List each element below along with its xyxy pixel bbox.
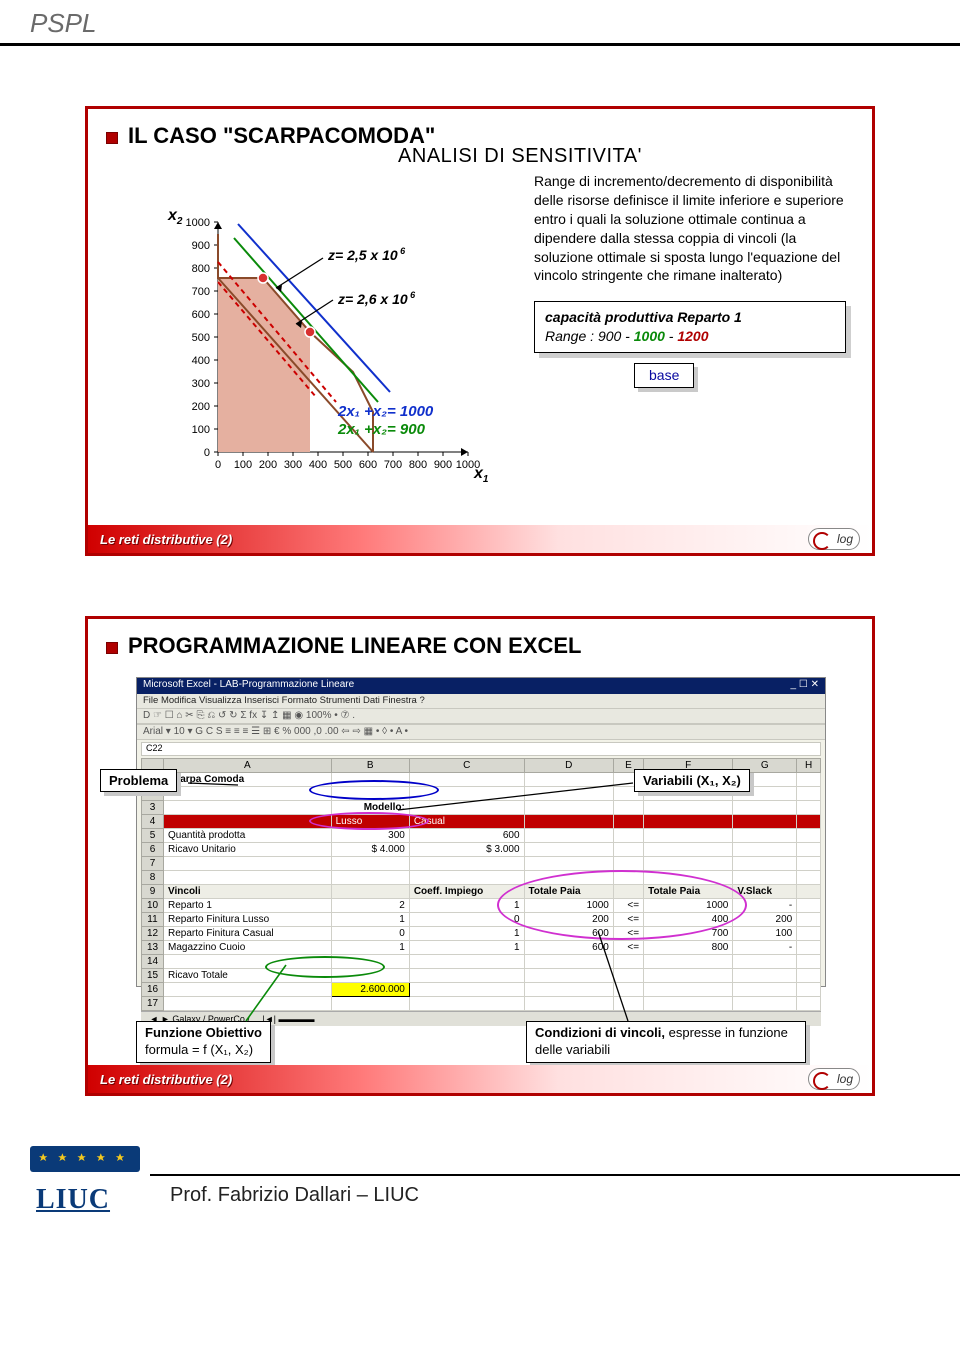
oval-model xyxy=(309,780,439,800)
slide1-title: IL CASO "SCARPACOMODA" xyxy=(128,123,435,149)
svg-text:500: 500 xyxy=(192,332,210,344)
svg-text:100: 100 xyxy=(234,459,252,471)
header-code: PSPL xyxy=(0,0,960,43)
slide2-title: PROGRAMMAZIONE LINEARE CON EXCEL xyxy=(128,633,581,659)
liuc-logo: LIUC xyxy=(30,1146,140,1216)
slide-2: PROGRAMMAZIONE LINEARE CON EXCEL Microso… xyxy=(85,616,875,1096)
oval-variables xyxy=(309,812,429,830)
professor-name: Prof. Fabrizio Dallari – LIUC xyxy=(170,1184,419,1207)
svg-text:z= 2,5 x 10 6: z= 2,5 x 10 6 xyxy=(327,246,406,263)
svg-text:600: 600 xyxy=(359,459,377,471)
callout-variabili: Variabili (X₁, X₂) xyxy=(634,769,750,792)
clog-logo: log xyxy=(808,528,860,550)
svg-text:200: 200 xyxy=(192,401,210,413)
svg-text:600: 600 xyxy=(192,309,210,321)
header-rule xyxy=(0,43,960,46)
svg-text:700: 700 xyxy=(192,286,210,298)
excel-screenshot: Microsoft Excel - LAB-Programmazione Lin… xyxy=(136,677,826,987)
svg-text:800: 800 xyxy=(409,459,427,471)
svg-text:800: 800 xyxy=(192,263,210,275)
svg-text:300: 300 xyxy=(192,378,210,390)
svg-text:z= 2,6 x 10 6: z= 2,6 x 10 6 xyxy=(337,290,416,307)
excel-menubar: File Modifica Visualizza Inserisci Forma… xyxy=(137,694,825,708)
capacity-caption: capacità produttiva Reparto 1 Range : 90… xyxy=(534,301,846,353)
callout-condizioni: Condizioni di vincoli, espresse in funzi… xyxy=(526,1021,806,1063)
svg-text:x2: x2 xyxy=(167,207,183,227)
svg-text:2x₁ +x₂= 900: 2x₁ +x₂= 900 xyxy=(337,421,426,438)
svg-text:500: 500 xyxy=(334,459,352,471)
clog-logo: log xyxy=(808,1068,860,1090)
excel-toolbar-1: D ☞ ☐ ⌂ ✂ ⎘ ⎌ ↺ ↻ Σ fx ↧ ↥ ▦ ◉ 100% • ⑦ … xyxy=(137,708,825,724)
svg-text:900: 900 xyxy=(434,459,452,471)
excel-titlebar: Microsoft Excel - LAB-Programmazione Lin… xyxy=(137,678,825,694)
svg-text:1000: 1000 xyxy=(186,217,210,229)
base-label: base xyxy=(634,363,694,388)
slide1-footer-text: Le reti distributive (2) xyxy=(100,532,232,547)
caption-range: Range : 900 - 1000 - 1200 xyxy=(545,327,835,346)
slide2-footer-text: Le reti distributive (2) xyxy=(100,1072,232,1087)
sensitivity-chart: 1000900800700600500400300200100001002003… xyxy=(138,172,518,502)
svg-text:200: 200 xyxy=(259,459,277,471)
svg-text:x1: x1 xyxy=(473,465,489,485)
svg-text:2x₁ +x₂= 1000: 2x₁ +x₂= 1000 xyxy=(337,403,434,420)
liuc-text: LIUC xyxy=(36,1184,110,1216)
footer-rule xyxy=(150,1174,960,1176)
bullet-icon xyxy=(106,642,118,654)
svg-text:0: 0 xyxy=(215,459,221,471)
excel-cellref: C22 xyxy=(141,742,821,756)
oval-ricavo xyxy=(265,956,385,978)
callout-funzione: Funzione Obiettivo formula = f (X₁, X₂) xyxy=(136,1021,271,1063)
page-footer: LIUC Prof. Fabrizio Dallari – LIUC xyxy=(0,1136,960,1236)
svg-text:400: 400 xyxy=(192,355,210,367)
caption-line1: capacità produttiva Reparto 1 xyxy=(545,308,835,327)
svg-text:300: 300 xyxy=(284,459,302,471)
svg-text:100: 100 xyxy=(192,424,210,436)
oval-conditions xyxy=(497,870,747,940)
callout-problema: Problema xyxy=(100,769,177,792)
bullet-icon xyxy=(106,132,118,144)
svg-text:700: 700 xyxy=(384,459,402,471)
svg-text:0: 0 xyxy=(204,447,210,459)
slide1-description: Range di incremento/decremento di dispon… xyxy=(534,172,846,285)
slide-1: IL CASO "SCARPACOMODA" ANALISI DI SENSIT… xyxy=(85,106,875,556)
excel-toolbar-2: Arial ▾ 10 ▾ G C S ≡ ≡ ≡ ☰ ⊞ € % 000 ,0 … xyxy=(137,724,825,740)
svg-text:900: 900 xyxy=(192,240,210,252)
svg-text:400: 400 xyxy=(309,459,327,471)
